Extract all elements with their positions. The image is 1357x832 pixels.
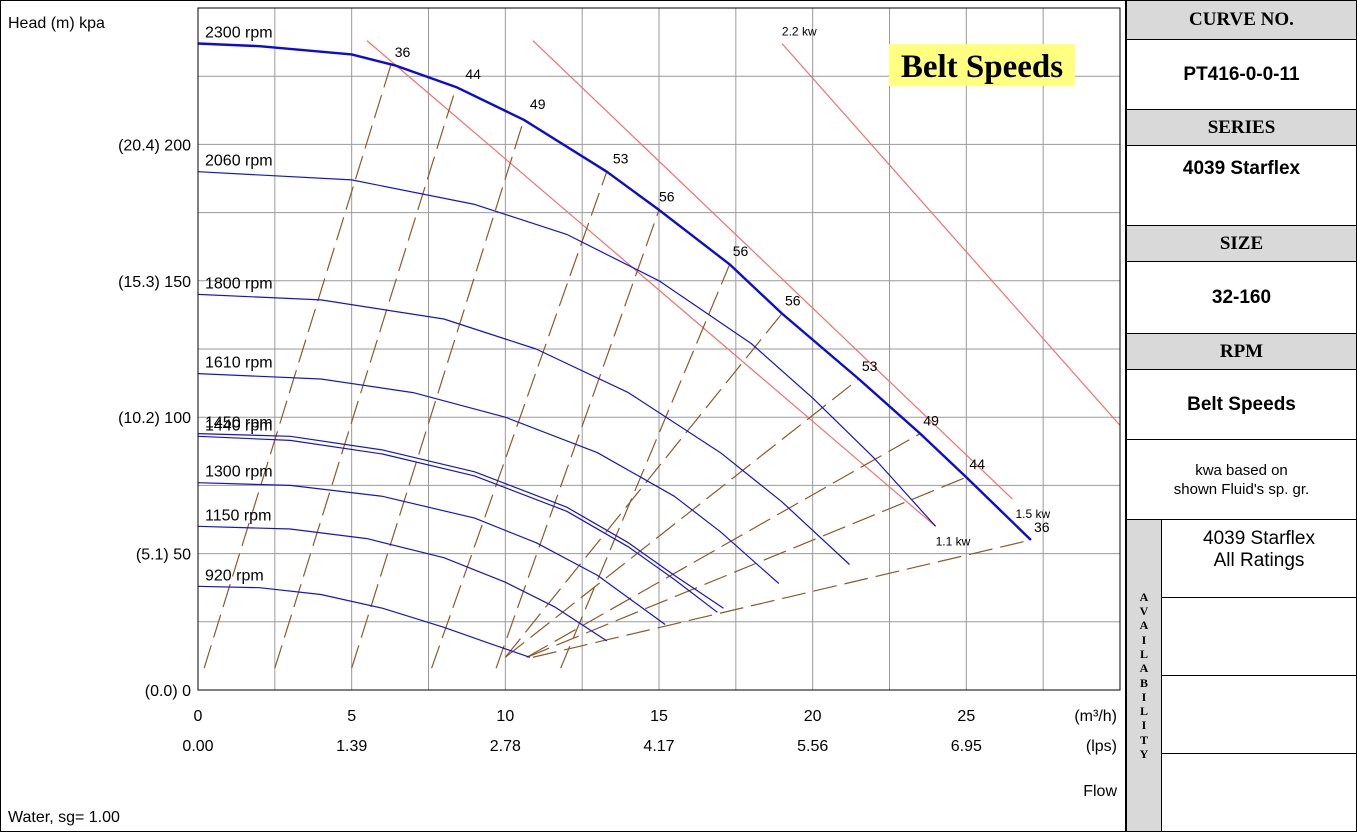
belt-speed-line xyxy=(203,62,393,669)
availability-line2: All Ratings xyxy=(1213,550,1305,571)
belt-speed-label: 56 xyxy=(733,243,749,259)
belt-speed-label: 36 xyxy=(1034,519,1050,535)
x-tick-label: 5 xyxy=(347,708,356,725)
head-curve xyxy=(197,435,718,613)
size-header: SIZE xyxy=(1126,226,1357,262)
belt-speed-line xyxy=(526,476,967,658)
rpm-header: RPM xyxy=(1126,334,1357,370)
belt-speed-line xyxy=(274,86,457,669)
series-label: 1440 rpm xyxy=(205,417,273,434)
chart-title: Belt Speeds xyxy=(901,49,1063,85)
belt-speed-lines xyxy=(203,62,1032,669)
y-tick-label: (20.4) 200 xyxy=(118,137,191,154)
x-unit-lps: (lps) xyxy=(1086,738,1117,755)
y-tick-label: (10.2) 100 xyxy=(118,410,191,427)
curve-no-header: CURVE NO. xyxy=(1126,0,1357,40)
series-label: 2060 rpm xyxy=(205,153,273,170)
belt-speed-line xyxy=(526,433,921,658)
series-label: 920 rpm xyxy=(205,567,264,584)
belt-speed-label: 53 xyxy=(613,150,629,166)
power-line xyxy=(781,43,1121,426)
belt-speed-label: 56 xyxy=(659,189,675,205)
belt-speed-line xyxy=(504,378,860,658)
belt-speed-line xyxy=(431,171,608,669)
head-curves xyxy=(197,42,1032,658)
plot-border xyxy=(197,7,1121,691)
power-line xyxy=(366,40,936,527)
grid xyxy=(198,8,1120,690)
x-unit-m3h: (m³/h) xyxy=(1074,708,1117,725)
belt-speed-label: 49 xyxy=(530,96,546,112)
availability-line1: 4039 Starflex xyxy=(1203,528,1315,549)
size-value: 32-160 xyxy=(1126,262,1357,334)
power-line-label: 2.2 kw xyxy=(782,24,817,38)
series-label: 1300 rpm xyxy=(205,464,273,481)
belt-speed-line xyxy=(504,313,783,658)
kwa-note-line2: shown Fluid's sp. gr. xyxy=(1173,480,1310,498)
chart-labels: 0 0.00 5 1.39 10 2.78 15 4.17 20 5.56 25 6.95 (0.0) … xyxy=(118,24,1050,755)
power-line-label: 1.1 kw xyxy=(936,534,971,548)
belt-speed-label: 36 xyxy=(395,44,411,60)
head-curve xyxy=(197,42,1032,541)
y-axis-label: Head (m) kpa xyxy=(8,15,105,32)
x-tick-label: 15 xyxy=(650,708,668,725)
power-line-label: 1.5 kw xyxy=(1016,507,1051,521)
availability-row-4 xyxy=(1162,754,1357,832)
x-tick-label: 25 xyxy=(957,708,975,725)
availability-row-2 xyxy=(1162,598,1357,676)
head-curve xyxy=(197,482,666,625)
y-tick-label: (0.0) 0 xyxy=(145,683,191,700)
belt-speed-label: 53 xyxy=(862,358,878,374)
info-panel: CURVE NO. PT416-0-0-11 SERIES 4039 Starf… xyxy=(1126,0,1357,832)
series-label: 1150 rpm xyxy=(205,507,271,524)
head-curve xyxy=(197,525,608,642)
y-tick-label: (5.1) 50 xyxy=(136,547,191,564)
kwa-note-line1: kwa based on xyxy=(1195,461,1288,479)
rpm-value: Belt Speeds xyxy=(1126,370,1357,440)
belt-speed-label: 44 xyxy=(969,456,985,472)
x2-tick-label: 2.78 xyxy=(490,738,521,755)
x-tick-label: 10 xyxy=(496,708,514,725)
kwa-note: kwa based on shown Fluid's sp. gr. xyxy=(1126,440,1357,520)
x-tick-label: 0 xyxy=(194,708,203,725)
x2-tick-label: 1.39 xyxy=(336,738,367,755)
series-label: 1800 rpm xyxy=(205,275,273,292)
series-label: 1450 rpm xyxy=(205,415,273,432)
series-label: 1610 rpm xyxy=(205,355,273,372)
head-curve xyxy=(197,373,780,585)
x2-tick-label: 0.00 xyxy=(182,738,213,755)
belt-speed-label: 56 xyxy=(785,292,801,308)
belt-speed-line xyxy=(560,264,731,669)
power-line xyxy=(532,40,1013,500)
availability-label: AVAILABILITY xyxy=(1139,589,1149,761)
series-label: 2300 rpm xyxy=(205,24,273,41)
power-lines xyxy=(366,40,1121,527)
title-highlight xyxy=(889,44,1075,86)
belt-speed-label: 49 xyxy=(923,412,939,428)
fluid-note: Water, sg= 1.00 xyxy=(8,809,120,826)
belt-speed-label: 44 xyxy=(465,66,481,82)
availability-entry: 4039 Starflex All Ratings xyxy=(1162,520,1357,598)
head-curve xyxy=(197,293,850,565)
chart-frame xyxy=(0,0,1126,832)
x2-tick-label: 6.95 xyxy=(951,738,982,755)
y-tick-label: (15.3) 150 xyxy=(118,274,191,291)
series-value: 4039 Starflex xyxy=(1126,146,1357,226)
x2-tick-label: 5.56 xyxy=(797,738,828,755)
pump-curve-chart: 0 0.00 5 1.39 10 2.78 15 4.17 20 5.56 25 6.95 (0.0) … xyxy=(0,0,1126,832)
x2-tick-label: 4.17 xyxy=(643,738,674,755)
availability-row-3 xyxy=(1162,676,1357,754)
availability-header: AVAILABILITY xyxy=(1126,520,1162,832)
head-curve xyxy=(197,171,937,527)
series-header: SERIES xyxy=(1126,110,1357,146)
curve-no-value: PT416-0-0-11 xyxy=(1126,40,1357,110)
belt-speed-line xyxy=(532,539,1032,658)
x-axis-label: Flow xyxy=(1083,783,1117,800)
x-tick-label: 20 xyxy=(804,708,822,725)
head-curve xyxy=(197,585,531,658)
head-curve xyxy=(197,433,724,609)
